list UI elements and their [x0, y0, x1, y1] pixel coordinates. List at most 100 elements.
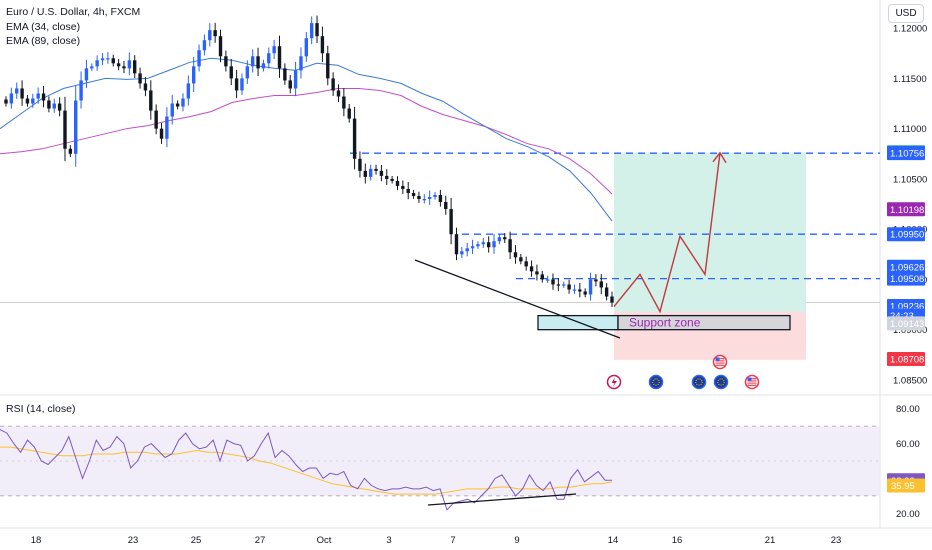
- candle-body: [481, 242, 485, 245]
- candle-body: [572, 289, 577, 291]
- candle-body: [267, 53, 271, 64]
- price-label: 1.09143: [890, 319, 924, 330]
- candle-body: [492, 241, 496, 248]
- candle-body: [191, 66, 196, 84]
- candle-body: [567, 284, 571, 290]
- candle-body: [154, 110, 158, 129]
- candle-body: [122, 66, 126, 69]
- candle-body: [143, 83, 148, 91]
- price-label-box: [887, 259, 925, 274]
- candle-body: [159, 128, 164, 139]
- rsi-legend: RSI (14, close): [6, 403, 76, 415]
- eu-flag-icon: [648, 374, 664, 390]
- candle-body: [444, 202, 448, 210]
- candle-body: [470, 246, 475, 249]
- time-tick: 27: [255, 535, 266, 546]
- candle-body: [245, 66, 250, 79]
- candle-body: [149, 90, 153, 111]
- price-tick: 1.11000: [893, 124, 927, 135]
- candle-body: [460, 251, 464, 255]
- candle-body: [229, 66, 233, 79]
- projection-path: [613, 152, 721, 314]
- candle-body: [299, 56, 303, 71]
- candle-body: [116, 63, 121, 67]
- rsi-tick: 20.00: [896, 509, 920, 520]
- candle-body: [551, 279, 555, 285]
- candle-body: [406, 188, 410, 193]
- price-axis: 1.120001.115001.110001.105001.100001.095…: [887, 24, 927, 386]
- us-flag-icon: [744, 374, 760, 390]
- candle-body: [503, 237, 507, 240]
- candle-body: [583, 291, 587, 295]
- candle-body: [9, 93, 14, 104]
- candle-body: [208, 30, 212, 41]
- candle-body: [170, 103, 174, 117]
- candle-body: [100, 58, 105, 61]
- us-flag-icon: [712, 354, 728, 370]
- ema34-legend: EMA (34, close): [6, 21, 81, 33]
- candle-body: [336, 90, 341, 97]
- trend-line: [414, 259, 621, 339]
- candle-body: [256, 56, 260, 69]
- candle-body: [476, 244, 480, 247]
- time-tick: 9: [514, 535, 519, 546]
- candle-body: [25, 98, 30, 104]
- candle-body: [417, 196, 421, 200]
- candle-body: [138, 73, 142, 84]
- candle-body: [374, 168, 378, 171]
- candlesticks: [4, 15, 614, 307]
- candle-body: [213, 30, 217, 37]
- candle-body: [578, 289, 582, 292]
- time-tick: 14: [608, 535, 619, 546]
- candle-body: [90, 66, 94, 69]
- candle-body: [465, 248, 469, 252]
- price-label: 1.10756: [890, 149, 924, 160]
- candle-body: [106, 58, 110, 60]
- eu-flag-icon: [713, 374, 729, 390]
- candle-body: [133, 60, 137, 74]
- candle-body: [422, 199, 427, 201]
- candle-body: [95, 60, 99, 67]
- candle-body: [427, 197, 432, 200]
- price-label-box: [887, 146, 925, 161]
- currency-button[interactable]: USD: [888, 4, 924, 23]
- candle-body: [57, 103, 62, 111]
- candle-body: [358, 158, 362, 171]
- candle-body: [224, 56, 228, 67]
- candle-body: [401, 185, 405, 189]
- chart-title: Euro / U.S. Dollar, 4h, FXCM: [6, 6, 141, 18]
- candle-body: [588, 279, 593, 295]
- candle-body: [283, 68, 287, 81]
- ema34-line: [0, 57, 613, 222]
- candle-body: [433, 194, 437, 198]
- price-label-box: [887, 352, 925, 367]
- candle-body: [127, 60, 132, 69]
- price-tick: 1.11500: [893, 74, 927, 85]
- ema89-line: [0, 88, 613, 195]
- candle-body: [379, 170, 384, 176]
- time-axis: 18 23 25 27 Oct 3 7 9 14 16 21 23: [31, 535, 842, 546]
- candle-body: [293, 70, 298, 89]
- candle-body: [497, 237, 502, 242]
- candle-body: [250, 56, 255, 67]
- candle-body: [288, 80, 292, 89]
- candle-body: [315, 23, 319, 37]
- candle-body: [304, 38, 309, 57]
- candle-body: [508, 239, 512, 253]
- support-zone-label: Support zone: [629, 316, 701, 330]
- candle-body: [68, 148, 73, 154]
- time-tick: 25: [191, 535, 202, 546]
- candle-body: [186, 83, 191, 99]
- candle-body: [363, 170, 368, 177]
- candle-body: [519, 257, 523, 262]
- rsi-value-box: [887, 478, 925, 493]
- candle-body: [411, 192, 416, 196]
- candle-body: [79, 80, 83, 101]
- candle-body: [342, 96, 346, 109]
- candle-body: [556, 284, 561, 286]
- price-tick: 1.12000: [893, 24, 927, 35]
- candle-body: [165, 116, 169, 139]
- candle-body: [535, 271, 539, 275]
- candle-body: [218, 36, 223, 57]
